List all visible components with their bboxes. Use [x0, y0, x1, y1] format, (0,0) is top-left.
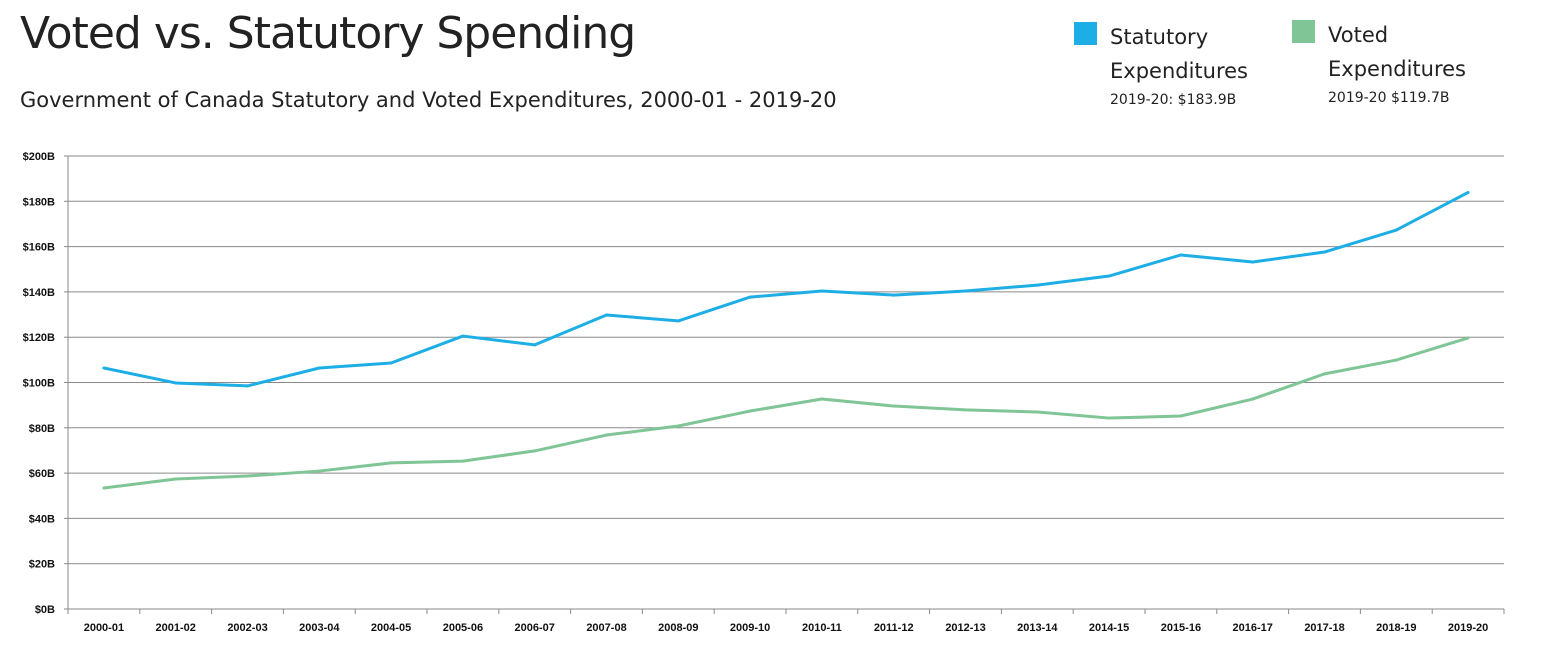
x-tick-label: 2007-08 [586, 622, 626, 634]
legend-label-statutory: Statutory Expenditures [1110, 25, 1248, 83]
x-tick-label: 2008-09 [658, 622, 698, 634]
x-tick-label: 2002-03 [227, 622, 267, 634]
x-tick-label: 2019-20 [1448, 622, 1488, 634]
data-point [892, 293, 896, 297]
data-point [820, 397, 824, 401]
data-point [1323, 372, 1326, 376]
chart-subtitle: Government of Canada Statutory and Voted… [20, 88, 837, 112]
data-point [1107, 416, 1111, 420]
data-point [1035, 283, 1039, 287]
x-tick-label: 2003-04 [299, 622, 340, 634]
legend-note-voted: 2019-20 $119.7B [1328, 90, 1450, 106]
data-point [964, 289, 967, 293]
data-point [964, 408, 967, 412]
data-point [317, 469, 321, 473]
legend-swatch-statutory [1074, 22, 1097, 45]
x-tick-label: 2010-11 [802, 622, 842, 634]
data-point [1179, 414, 1183, 418]
x-tick-label: 2015-16 [1161, 622, 1201, 634]
data-point [533, 449, 537, 453]
y-tick-label: $200B [23, 151, 55, 163]
y-tick-label: $60B [29, 468, 55, 480]
data-point [1251, 260, 1255, 264]
data-point [246, 474, 249, 478]
y-tick-label: $180B [23, 196, 55, 208]
x-tick-label: 2004-05 [371, 622, 411, 634]
data-point [389, 361, 393, 365]
data-point [1251, 397, 1255, 401]
data-point [102, 366, 106, 370]
y-tick-label: $100B [23, 378, 55, 390]
data-point [1394, 228, 1398, 232]
data-point [1107, 274, 1111, 278]
legend-note-statutory: 2019-20: $183.9B [1110, 92, 1237, 108]
series-line-voted [103, 336, 1469, 490]
y-tick-label: $20B [29, 559, 55, 571]
x-tick-label: 2005-06 [443, 622, 483, 634]
data-point [533, 343, 537, 347]
data-point [1466, 336, 1470, 340]
data-point [317, 366, 321, 370]
data-point [605, 313, 608, 317]
data-point [174, 477, 178, 481]
data-point [246, 384, 249, 388]
data-point [676, 319, 680, 323]
y-tick-label: $0B [35, 604, 55, 616]
x-tick-label: 2011-12 [874, 622, 914, 634]
x-tick-label: 2017-18 [1304, 622, 1344, 634]
data-point [461, 334, 465, 338]
data-point [748, 409, 752, 413]
x-tick-label: 2012-13 [945, 622, 985, 634]
y-tick-label: $40B [29, 513, 55, 525]
y-tick-label: $140B [23, 287, 55, 299]
data-point [461, 459, 465, 463]
legend-swatch-voted [1292, 20, 1315, 43]
legend-label-voted: Voted Expenditures [1328, 23, 1466, 81]
x-tick-label: 2014-15 [1089, 622, 1129, 634]
data-point [605, 433, 608, 437]
data-point [676, 424, 680, 428]
y-tick-label: $120B [23, 332, 55, 344]
chart-title: Voted vs. Statutory Spending [20, 8, 636, 59]
data-point [820, 289, 824, 293]
data-point [748, 295, 752, 299]
x-tick-label: 2018-19 [1376, 622, 1416, 634]
data-point [102, 486, 106, 490]
y-tick-label: $80B [29, 423, 55, 435]
data-point [1179, 253, 1183, 257]
x-tick-label: 2009-10 [730, 622, 770, 634]
data-point [174, 381, 178, 385]
y-tick-label: $160B [23, 242, 55, 254]
data-point [1035, 410, 1039, 414]
x-tick-label: 2001-02 [156, 622, 196, 634]
x-tick-label: 2013-14 [1017, 622, 1058, 634]
data-point [892, 404, 896, 408]
x-tick-label: 2000-01 [84, 622, 124, 634]
x-tick-label: 2016-17 [1233, 622, 1273, 634]
data-point [389, 461, 393, 465]
data-point [1323, 250, 1326, 254]
data-point [1466, 190, 1470, 194]
series-line-statutory [103, 191, 1469, 388]
data-point [1394, 358, 1398, 362]
x-tick-label: 2006-07 [515, 622, 555, 634]
